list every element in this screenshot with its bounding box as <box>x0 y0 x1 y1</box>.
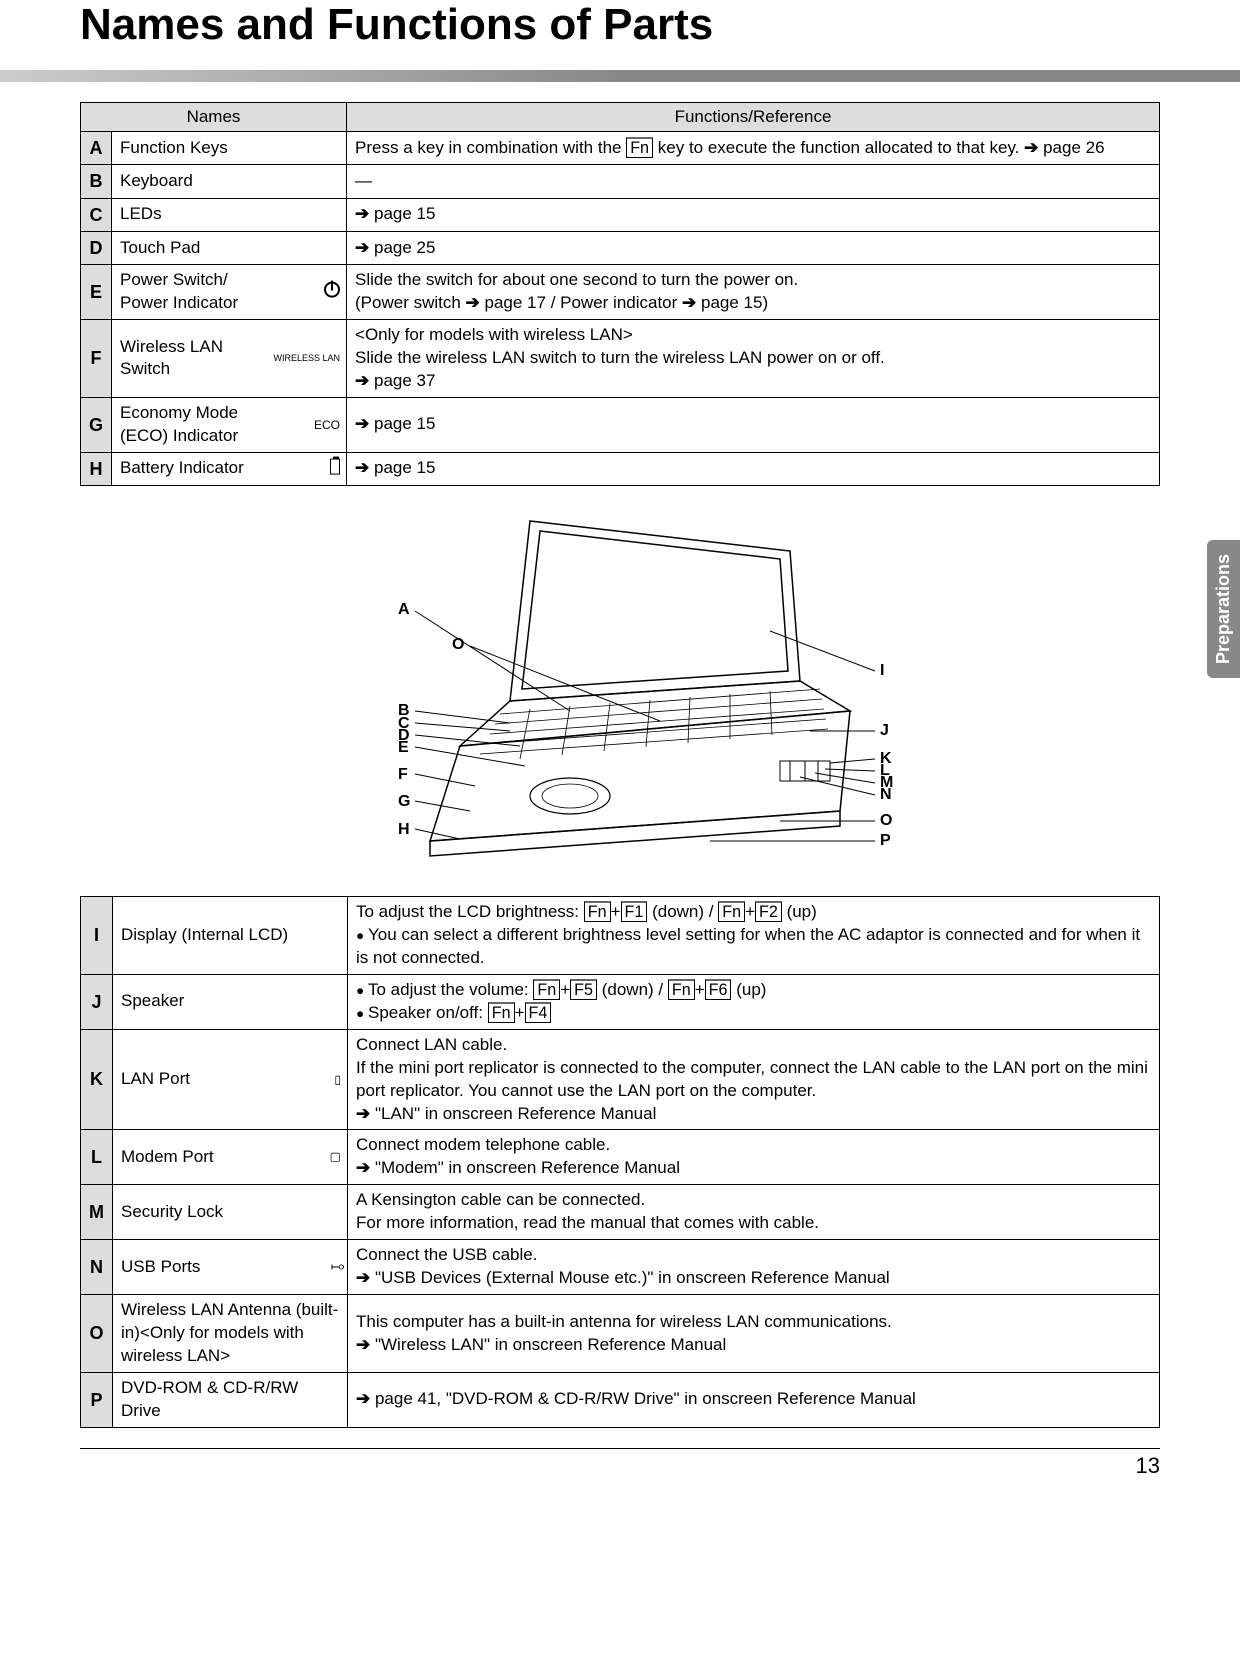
th-funcs: Functions/Reference <box>347 103 1160 132</box>
parts-table-2: IDisplay (Internal LCD)To adjust the LCD… <box>80 896 1160 1428</box>
table-row: NUSB PortsConnect the USB cable."USB Dev… <box>81 1240 1160 1295</box>
row-func: page 41, "DVD-ROM & CD-R/RW Drive" in on… <box>348 1372 1160 1427</box>
title-rule <box>80 70 1160 82</box>
row-func: page 15 <box>347 397 1160 452</box>
table-row: IDisplay (Internal LCD)To adjust the LCD… <box>81 897 1160 975</box>
row-letter: I <box>81 897 113 975</box>
page-title: Names and Functions of Parts <box>80 0 1160 50</box>
lbl-N: N <box>880 786 892 804</box>
lbl-H: H <box>398 821 410 839</box>
row-func: To adjust the LCD brightness: Fn+F1 (dow… <box>348 897 1160 975</box>
row-name: Touch Pad <box>112 231 347 264</box>
row-name: Wireless LAN Antenna (built-in)<Only for… <box>113 1295 348 1373</box>
lbl-J: J <box>880 722 889 740</box>
row-func: <Only for models with wireless LAN>Slide… <box>347 320 1160 398</box>
row-letter: K <box>81 1029 113 1130</box>
lbl-I: I <box>880 662 884 680</box>
row-func: — <box>347 165 1160 198</box>
table-row: MSecurity LockA Kensington cable can be … <box>81 1185 1160 1240</box>
table-row: FWireless LANSwitchWIRELESS LAN<Only for… <box>81 320 1160 398</box>
lbl-Oleft: O <box>452 636 464 654</box>
row-func: page 15 <box>347 452 1160 485</box>
row-name: Function Keys <box>112 132 347 165</box>
row-name: LEDs <box>112 198 347 231</box>
row-name: Economy Mode(ECO) IndicatorECO <box>112 397 347 452</box>
row-letter: C <box>81 198 112 231</box>
row-letter: N <box>81 1240 113 1295</box>
table-row: BKeyboard— <box>81 165 1160 198</box>
th-names: Names <box>81 103 347 132</box>
row-name: LAN Port <box>113 1029 348 1130</box>
lbl-F: F <box>398 766 408 784</box>
lbl-G: G <box>398 793 410 811</box>
parts-table-1: Names Functions/Reference AFunction Keys… <box>80 102 1160 486</box>
row-func: Press a key in combination with the Fn k… <box>347 132 1160 165</box>
laptop-svg <box>310 511 930 871</box>
row-func: A Kensington cable can be connected.For … <box>348 1185 1160 1240</box>
lbl-O: O <box>880 812 892 830</box>
row-name: Security Lock <box>113 1185 348 1240</box>
row-letter: B <box>81 165 112 198</box>
table-row: CLEDspage 15 <box>81 198 1160 231</box>
laptop-diagram-wrap: A O B C D E F G H I J K L M N O P <box>80 511 1160 876</box>
row-letter: M <box>81 1185 113 1240</box>
row-name: Display (Internal LCD) <box>113 897 348 975</box>
laptop-diagram: A O B C D E F G H I J K L M N O P <box>310 511 930 871</box>
row-name: Wireless LANSwitchWIRELESS LAN <box>112 320 347 398</box>
side-tab-preparations: Preparations <box>1207 540 1240 678</box>
lbl-A: A <box>398 601 410 619</box>
row-func: Slide the switch for about one second to… <box>347 265 1160 320</box>
row-func: Connect modem telephone cable."Modem" in… <box>348 1130 1160 1185</box>
table-row: EPower Switch/Power IndicatorSlide the s… <box>81 265 1160 320</box>
row-func: This computer has a built-in antenna for… <box>348 1295 1160 1373</box>
page-number: 13 <box>80 1448 1160 1479</box>
row-letter: F <box>81 320 112 398</box>
row-name: DVD-ROM & CD-R/RW Drive <box>113 1372 348 1427</box>
table-row: KLAN PortConnect LAN cable.If the mini p… <box>81 1029 1160 1130</box>
row-func: Connect LAN cable.If the mini port repli… <box>348 1029 1160 1130</box>
table-row: GEconomy Mode(ECO) IndicatorECOpage 15 <box>81 397 1160 452</box>
table-row: PDVD-ROM & CD-R/RW Drivepage 41, "DVD-RO… <box>81 1372 1160 1427</box>
row-func: Connect the USB cable."USB Devices (Exte… <box>348 1240 1160 1295</box>
row-func: To adjust the volume: Fn+F5 (down) / Fn+… <box>348 974 1160 1029</box>
row-letter: H <box>81 452 112 485</box>
row-func: page 25 <box>347 231 1160 264</box>
row-name: Speaker <box>113 974 348 1029</box>
row-letter: L <box>81 1130 113 1185</box>
row-letter: P <box>81 1372 113 1427</box>
row-letter: A <box>81 132 112 165</box>
row-name: Keyboard <box>112 165 347 198</box>
row-name: Battery Indicator <box>112 452 347 485</box>
row-letter: E <box>81 265 112 320</box>
table-row: JSpeakerTo adjust the volume: Fn+F5 (dow… <box>81 974 1160 1029</box>
row-name: Modem Port <box>113 1130 348 1185</box>
row-func: page 15 <box>347 198 1160 231</box>
row-letter: G <box>81 397 112 452</box>
row-name: USB Ports <box>113 1240 348 1295</box>
table-row: AFunction KeysPress a key in combination… <box>81 132 1160 165</box>
table-row: DTouch Padpage 25 <box>81 231 1160 264</box>
row-name: Power Switch/Power Indicator <box>112 265 347 320</box>
table-row: LModem PortConnect modem telephone cable… <box>81 1130 1160 1185</box>
row-letter: O <box>81 1295 113 1373</box>
table-row: OWireless LAN Antenna (built-in)<Only fo… <box>81 1295 1160 1373</box>
row-letter: J <box>81 974 113 1029</box>
table-row: HBattery Indicatorpage 15 <box>81 452 1160 485</box>
lbl-E: E <box>398 739 409 757</box>
row-letter: D <box>81 231 112 264</box>
lbl-P: P <box>880 832 891 850</box>
